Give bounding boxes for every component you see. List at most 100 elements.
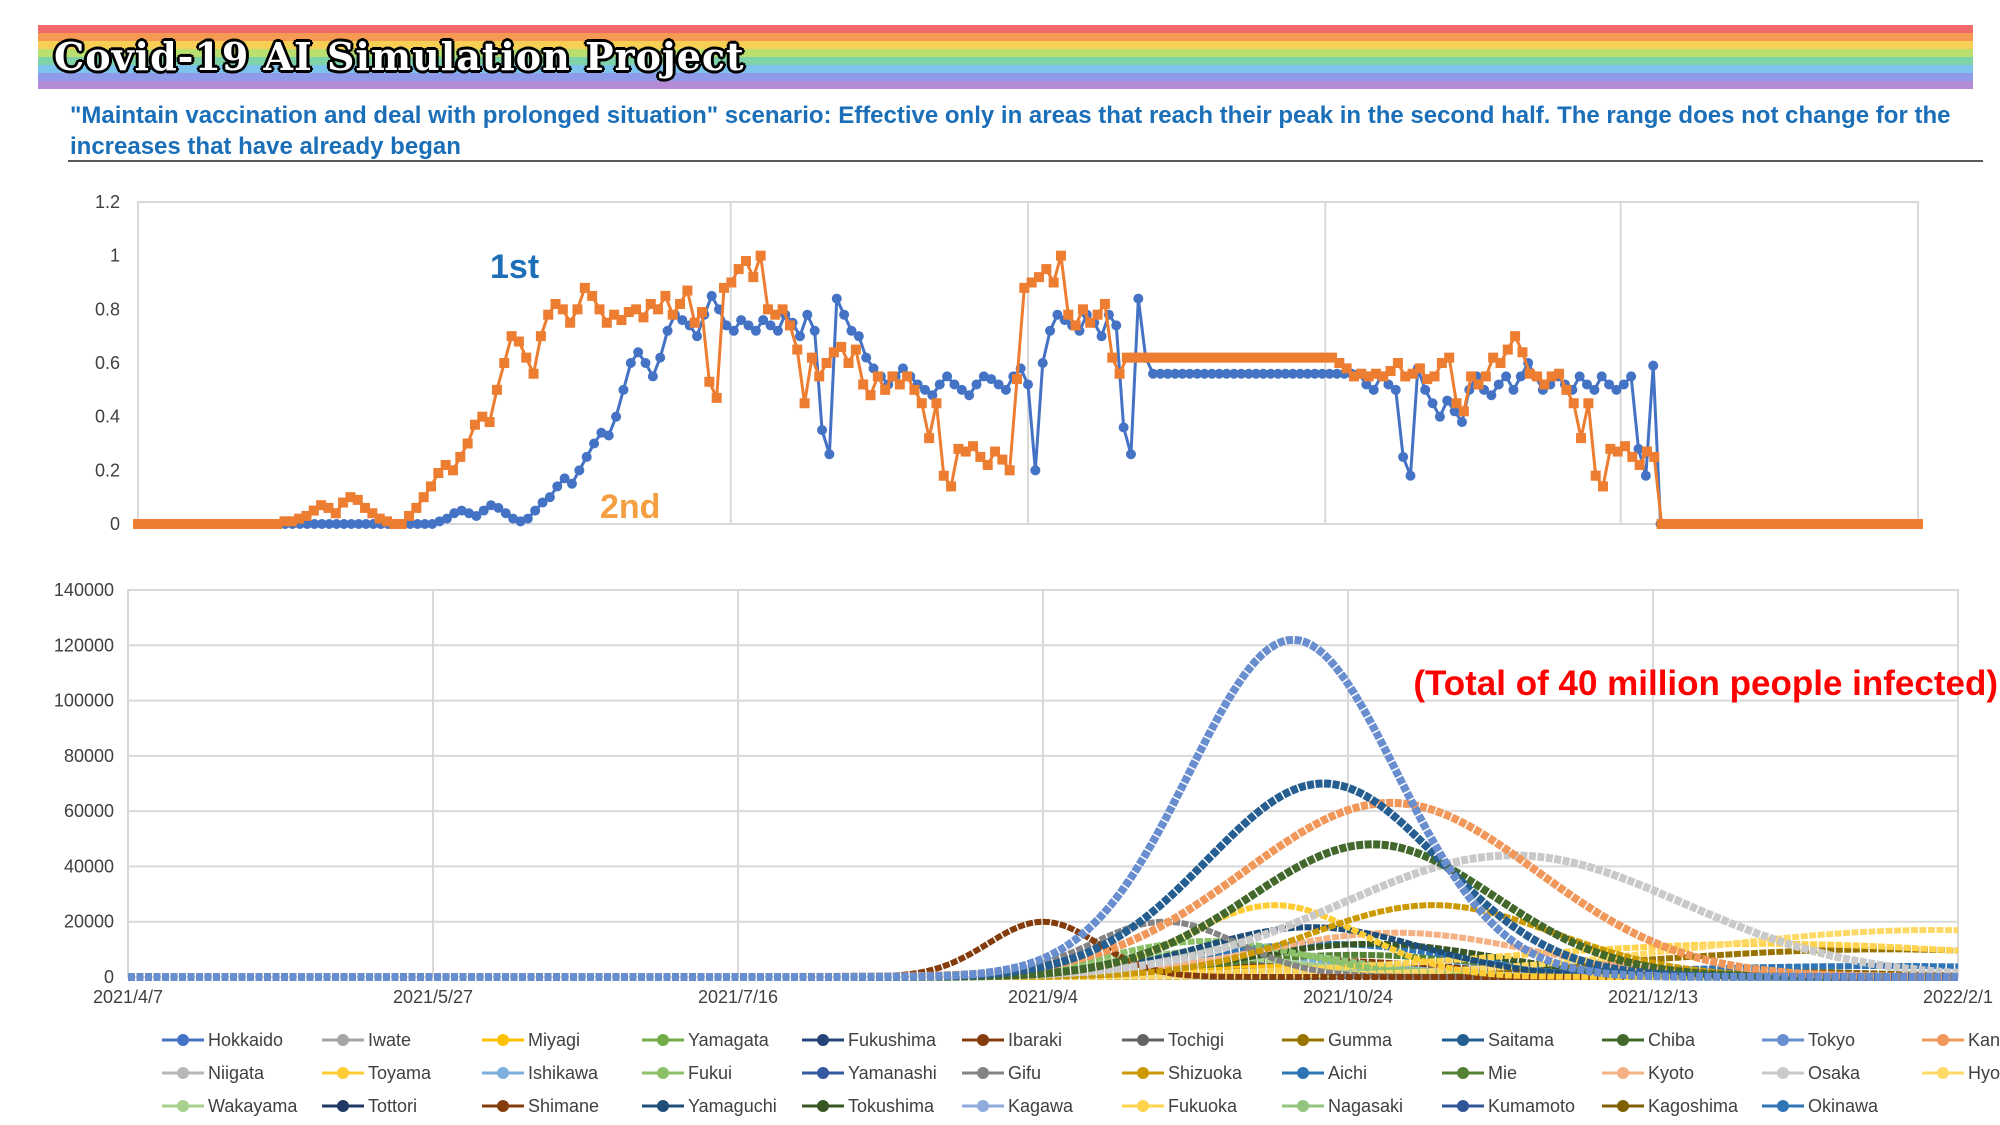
chart1-point [338,519,349,529]
chart1-point [301,510,312,521]
chart1-point [1170,368,1181,379]
chart1-point [633,347,644,358]
legend-item-kagoshima: Kagoshima [1602,1096,1739,1116]
chart1-point [682,285,693,296]
chart1-point [228,519,239,529]
chart1-point [1290,352,1301,363]
chart1-point [1202,352,1213,363]
chart1-point [1129,352,1140,363]
chart1-point [566,478,577,489]
chart1-point [920,384,931,395]
chart1-point [330,508,341,519]
legend-item-mie: Mie [1442,1063,1517,1083]
chart1-point [897,363,908,374]
chart1-point [1434,411,1445,422]
chart1-point [1493,379,1504,390]
chart1-point [1633,443,1644,454]
rainbow-stripe [38,49,1973,57]
legend-label: Gifu [1008,1063,1041,1083]
legend-item-gifu: Gifu [962,1063,1041,1083]
legend-marker [657,1067,669,1079]
chart1-point [140,519,151,529]
chart1-point [1356,368,1367,379]
chart1-point [960,446,971,457]
legend-label: Toyama [368,1063,432,1083]
chart1-point [1023,379,1033,390]
chart1-point [447,465,458,476]
chart1-point [264,519,275,529]
chart1-point [522,513,533,524]
chart1-point [765,320,776,331]
chart1-point [418,492,429,503]
chart1-point [964,390,975,401]
chart1-point [1539,379,1550,390]
legend-marker [337,1067,349,1079]
legend-item-shimane: Shimane [482,1096,599,1116]
legend-marker [1617,1100,1629,1112]
legend-marker [177,1067,189,1079]
chart1-point [1162,368,1173,379]
chart1-point [396,519,407,529]
chart1-point [1576,433,1587,444]
chart1-point [1678,519,1689,529]
chart1-point [478,505,489,516]
chart1-point [924,433,935,444]
chart1-point [361,519,372,529]
chart1-point [1700,519,1711,529]
chart1-point [1273,368,1284,379]
chart1-point [706,290,717,301]
chart1-point [1611,384,1622,395]
legend-label: Tottori [368,1096,417,1116]
legend-marker [1297,1034,1309,1046]
legend-marker [1937,1067,1949,1079]
chart1-point [1048,277,1059,288]
chart1-point [1715,519,1726,529]
chart1-point [1231,352,1242,363]
chart1-point [927,390,938,401]
chart1-point [1456,417,1467,428]
chart1-point [1427,398,1438,409]
chart1-point [530,505,541,516]
chart1-point [1905,519,1916,529]
legend-label: Gumma [1328,1030,1393,1050]
chart1-point [616,315,627,326]
chart1-point [346,519,357,529]
chart1-point [934,379,945,390]
chart1-point [1348,371,1359,382]
legend-marker [817,1067,829,1079]
chart1-point [220,519,231,529]
chart1-point [147,519,158,529]
legend-label: Fukushima [848,1030,937,1050]
chart1-point [858,379,869,390]
chart1-point [1618,379,1629,390]
chart1-point [667,309,678,320]
chart1-point [544,492,555,503]
chart1-point [1385,366,1396,377]
chart1-point [938,470,949,481]
chart1-point [1261,352,1272,363]
chart1-y-tick-label: 0 [110,514,120,534]
legend-item-tochigi: Tochigi [1122,1030,1224,1050]
chart1-point [1773,519,1784,529]
chart1-point [1729,519,1740,529]
chart1-point [1280,368,1291,379]
chart1-point [704,376,715,387]
chart1-point [191,519,202,529]
chart1-point [1744,519,1755,529]
chart1-point [1070,320,1081,331]
chart1-point [846,325,857,336]
chart1-point [587,290,598,301]
chart1-point [426,481,437,492]
chart1-point [1209,352,1220,363]
legend-item-gumma: Gumma [1282,1030,1393,1050]
chart1-point [279,516,290,527]
legend-marker [1457,1067,1469,1079]
legend-item-aichi: Aichi [1282,1063,1367,1083]
chart1-point [743,320,754,331]
chart1-point [374,513,385,524]
chart1-point [880,384,891,395]
chart1-point [352,494,363,505]
chart1-point [331,519,342,529]
legend-item-shizuoka: Shizuoka [1122,1063,1243,1083]
chart1-point [1390,384,1401,395]
